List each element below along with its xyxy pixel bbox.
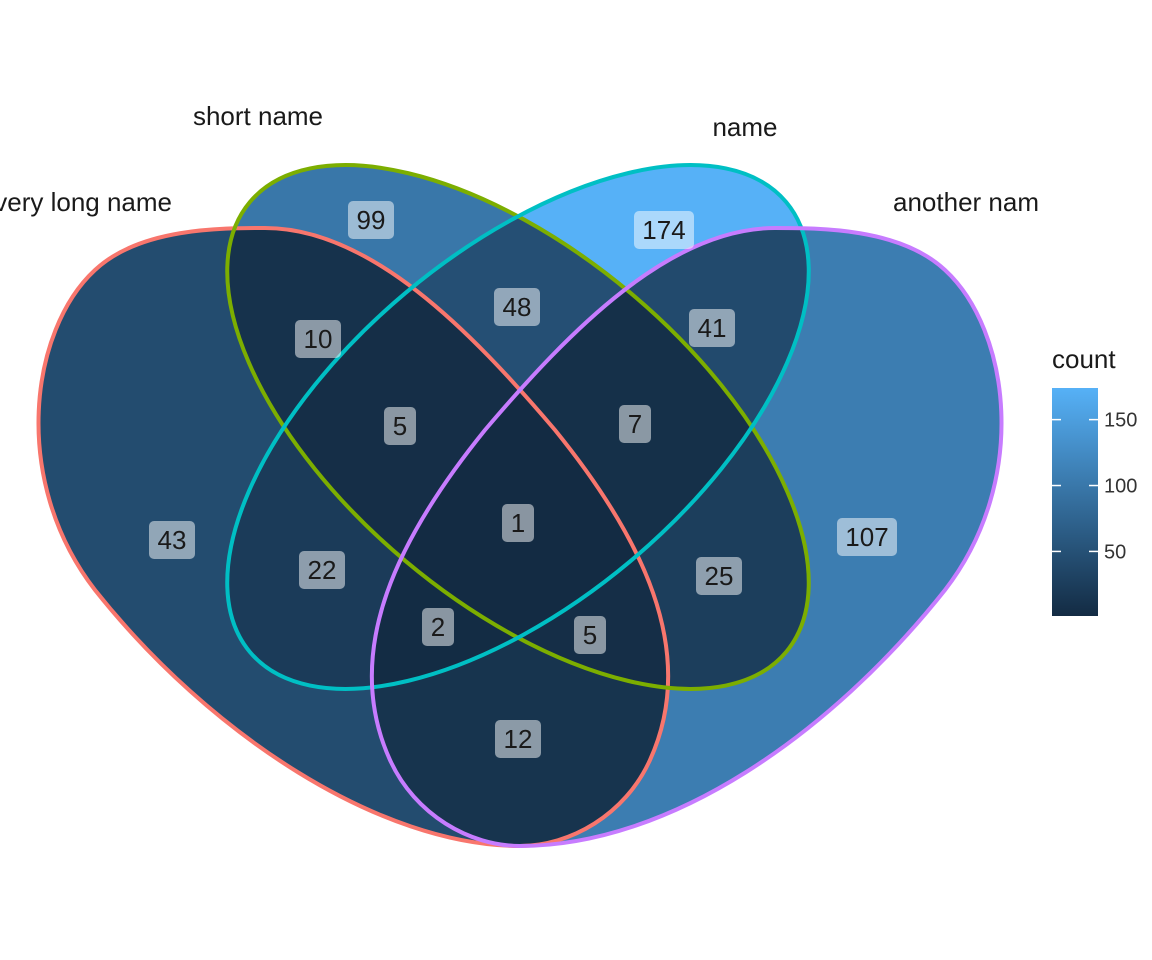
region-count-box (634, 211, 694, 249)
set-outline-another-name (369, 225, 1004, 849)
region-count-value: 41 (698, 313, 727, 343)
region-count-value: 12 (504, 724, 533, 754)
venn-set-outlines (36, 163, 1004, 849)
region-count-box (299, 551, 345, 589)
region-count-value: 7 (628, 409, 642, 439)
region-count-value: 107 (845, 522, 888, 552)
region-count-value: 99 (357, 205, 386, 235)
set-label-name: name (712, 112, 777, 142)
region-count-label: 22 (299, 551, 345, 589)
region-count-box (149, 521, 195, 559)
region-count-value: 22 (308, 555, 337, 585)
region-count-value: 174 (642, 215, 685, 245)
color-legend: count 50 100 150 (1052, 344, 1137, 616)
set-label-another-name: another name (893, 187, 1053, 217)
region-count-label: 1 (502, 504, 534, 542)
region-count-box (494, 288, 540, 326)
region-count-label: 41 (689, 309, 735, 347)
region-count-value: 5 (583, 620, 597, 650)
venn-set-labels: very long name short name name another name (0, 101, 1053, 217)
region-count-label: 2 (422, 608, 454, 646)
region-count-box (574, 616, 606, 654)
legend-tick-label: 50 (1104, 541, 1126, 563)
legend-title: count (1052, 344, 1116, 374)
region-count-box (422, 608, 454, 646)
set-outline-name (225, 163, 811, 691)
region-count-box (837, 518, 897, 556)
region-count-label: 48 (494, 288, 540, 326)
region-count-box (384, 407, 416, 445)
region-count-label: 25 (696, 557, 742, 595)
region-count-label: 10 (295, 320, 341, 358)
region-count-label: 99 (348, 201, 394, 239)
region-count-label: 107 (837, 518, 897, 556)
region-count-value: 5 (393, 411, 407, 441)
region-count-value: 25 (705, 561, 734, 591)
region-count-label: 43 (149, 521, 195, 559)
region-count-box (348, 201, 394, 239)
region-count-value: 2 (431, 612, 445, 642)
region-count-label: 12 (495, 720, 541, 758)
region-count-box (502, 504, 534, 542)
region-count-box (689, 309, 735, 347)
legend-tick-label: 100 (1104, 476, 1137, 498)
set-outline-very-long-name (36, 225, 671, 849)
region-count-value: 48 (503, 292, 532, 322)
region-count-label: 7 (619, 405, 651, 443)
region-count-value: 43 (158, 525, 187, 555)
legend-tick-label: 150 (1104, 410, 1137, 432)
region-count-value: 1 (511, 508, 525, 538)
set-label-short-name: short name (193, 101, 323, 131)
region-count-box (495, 720, 541, 758)
region-count-value: 10 (304, 324, 333, 354)
region-count-label: 5 (384, 407, 416, 445)
set-label-very-long-name: very long name (0, 187, 172, 217)
region-count-label: 5 (574, 616, 606, 654)
region-count-box (295, 320, 341, 358)
region-count-label: 174 (634, 211, 694, 249)
legend-colorbar (1052, 388, 1098, 616)
set-outline-short-name (225, 163, 811, 691)
region-count-box (696, 557, 742, 595)
region-count-box (619, 405, 651, 443)
